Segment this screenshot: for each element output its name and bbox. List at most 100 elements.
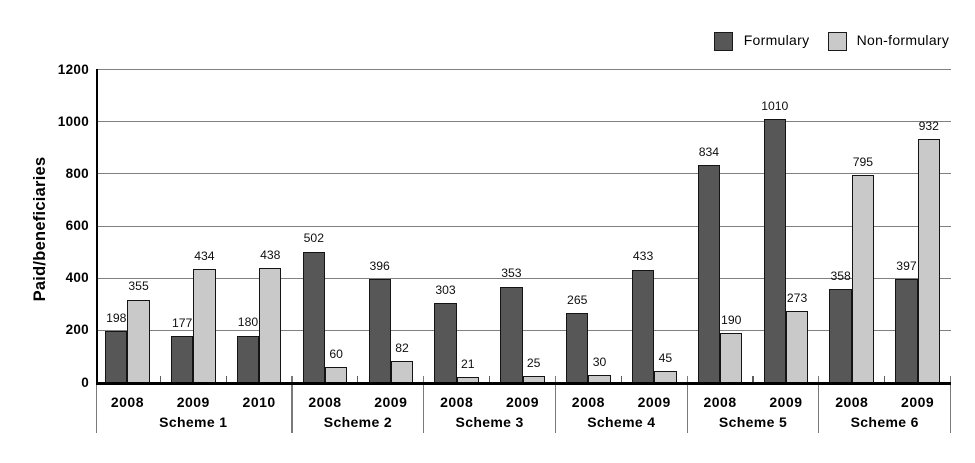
- bar-value-label: 1010: [761, 98, 789, 113]
- scheme-separator: [291, 375, 293, 433]
- non-formulary-bar-scheme6-2008: [851, 175, 875, 384]
- bar-value-label: 353: [501, 266, 522, 281]
- year-tick: [620, 375, 622, 383]
- formulary-bar-scheme2-2008: [302, 251, 325, 384]
- bar-value-label: 82: [395, 341, 409, 355]
- y-axis-line: [95, 68, 99, 385]
- bar-value-label: 502: [303, 231, 324, 246]
- gridline-800: [97, 173, 951, 175]
- formulary-bar-scheme6-2009: [895, 278, 918, 384]
- bar-value-label: 358: [830, 269, 851, 284]
- x-tick-year-label: 2008: [571, 394, 605, 411]
- bar-value-label: 834: [698, 144, 720, 159]
- formulary-bar-scheme6-2008: [829, 289, 852, 384]
- year-tick: [752, 375, 754, 383]
- x-tick-year-label: 2008: [308, 394, 342, 411]
- x-tick-year-label: 2009: [176, 394, 210, 411]
- x-group-label-scheme: Scheme 2: [323, 413, 392, 430]
- bar-value-label: 355: [128, 279, 149, 294]
- bar-value-label: 265: [567, 293, 588, 308]
- bar-value-label: 795: [852, 155, 874, 170]
- non-formulary-bar-scheme1-2010: [259, 268, 282, 384]
- bar-value-label: 303: [435, 283, 456, 298]
- gridline-200: [97, 329, 951, 331]
- year-tick: [884, 375, 886, 383]
- bar-value-label: 932: [918, 119, 939, 134]
- x-tick-year-label: 2008: [703, 394, 737, 411]
- y-tick-label-1000: 1000: [57, 113, 89, 129]
- formulary-bar-scheme4-2009: [631, 269, 655, 384]
- bar-value-label: 396: [369, 259, 390, 274]
- formulary-bar-scheme3-2008: [434, 303, 457, 384]
- x-group-label-scheme: Scheme 4: [587, 413, 656, 430]
- formulary-bar-scheme5-2008: [697, 164, 721, 384]
- formulary-bar-scheme2-2009: [368, 279, 391, 384]
- bar-value-label: 198: [106, 310, 127, 325]
- x-tick-year-label: 2008: [835, 394, 869, 411]
- scheme-separator: [554, 375, 557, 433]
- x-tick-year-label: 2009: [374, 394, 408, 411]
- bar-value-label: 180: [237, 315, 259, 330]
- non-formulary-bar-scheme5-2008: [720, 332, 743, 384]
- y-tick-label-600: 600: [65, 218, 89, 233]
- x-group-label-scheme: Scheme 6: [850, 413, 919, 430]
- non-formulary-legend-label: Non-formulary: [856, 32, 950, 49]
- bar-value-label: 438: [260, 248, 281, 263]
- formulary-bar-scheme5-2009: [763, 119, 786, 384]
- formulary-legend-label: Formulary: [743, 32, 810, 49]
- non-formulary-bar-scheme1-2008: [127, 299, 150, 384]
- bar-value-label: 190: [721, 312, 742, 327]
- bar-value-label: 177: [171, 316, 193, 331]
- y-tick-label-200: 200: [65, 322, 89, 338]
- gridline-400: [97, 277, 951, 279]
- bar-value-label: 45: [658, 350, 673, 365]
- scheme-separator: [423, 375, 425, 433]
- formulary-legend-swatch: [713, 31, 733, 51]
- x-tick-year-label: 2008: [110, 394, 144, 411]
- non-formulary-legend-swatch: [827, 31, 847, 51]
- formulary-bar-scheme1-2009: [170, 336, 194, 384]
- x-group-label-scheme: Scheme 3: [455, 413, 524, 430]
- non-formulary-bar-scheme2-2009: [390, 361, 414, 384]
- year-tick: [225, 375, 227, 383]
- scheme-separator: [818, 375, 820, 433]
- non-formulary-bar-scheme5-2009: [785, 311, 809, 384]
- x-tick-year-label: 2008: [440, 394, 474, 411]
- y-tick-label-400: 400: [65, 270, 89, 286]
- bar-value-label: 21: [461, 356, 475, 371]
- formulary-bar-scheme1-2010: [236, 335, 260, 384]
- formulary-bar-scheme4-2008: [566, 313, 589, 384]
- formulary-bar-scheme3-2009: [500, 286, 523, 384]
- y-tick-label-1200: 1200: [57, 61, 89, 77]
- year-tick: [357, 375, 359, 383]
- x-tick-year-label: 2010: [242, 394, 276, 411]
- year-tick: [489, 375, 491, 383]
- left-boundary-line: [95, 385, 97, 433]
- y-tick-label-800: 800: [65, 165, 89, 181]
- bar-value-label: 434: [194, 249, 215, 264]
- non-formulary-bar-scheme6-2009: [917, 139, 940, 384]
- y-tick-label-0: 0: [81, 374, 89, 390]
- gridline-1000: [97, 121, 951, 123]
- gridline-600: [97, 225, 951, 227]
- bar-value-label: 397: [896, 258, 917, 273]
- bar-value-label: 273: [786, 291, 808, 306]
- x-axis-line: [95, 382, 951, 385]
- bar-value-label: 25: [526, 355, 541, 370]
- scheme-separator: [949, 375, 952, 433]
- x-tick-year-label: 2009: [637, 394, 671, 411]
- formulary-bar-scheme1-2008: [105, 330, 128, 384]
- x-tick-year-label: 2009: [505, 394, 540, 411]
- gridline-1200: [97, 69, 951, 70]
- bar-value-label: 60: [329, 346, 343, 361]
- x-tick-year-label: 2009: [769, 394, 803, 411]
- bar-value-label: 433: [632, 249, 654, 264]
- x-group-label-scheme: Scheme 5: [718, 413, 788, 430]
- non-formulary-bar-scheme1-2009: [193, 269, 216, 384]
- scheme-separator: [686, 375, 688, 433]
- x-group-label-scheme: Scheme 1: [159, 413, 228, 430]
- x-tick-year-label: 2009: [901, 394, 935, 411]
- bar-value-label: 30: [592, 354, 607, 369]
- year-tick: [159, 375, 161, 383]
